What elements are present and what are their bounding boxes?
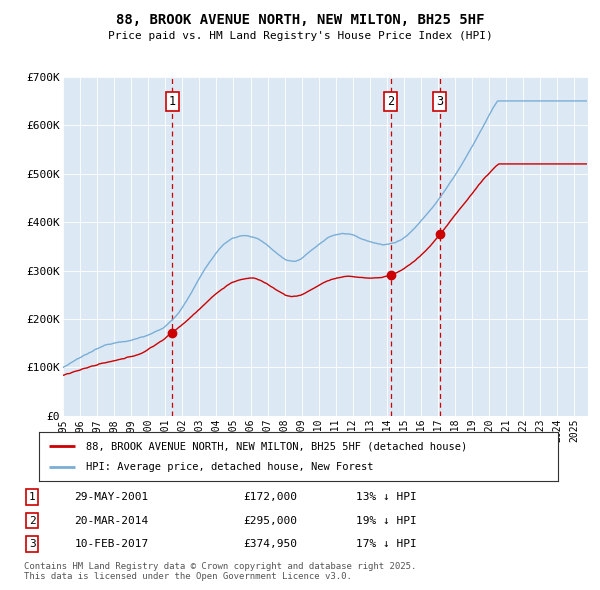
Text: 1: 1 xyxy=(169,96,176,109)
Text: 3: 3 xyxy=(29,539,35,549)
Text: 1: 1 xyxy=(29,492,35,502)
Text: 10-FEB-2017: 10-FEB-2017 xyxy=(74,539,149,549)
Text: 3: 3 xyxy=(436,96,443,109)
Text: £295,000: £295,000 xyxy=(244,516,298,526)
Text: 19% ↓ HPI: 19% ↓ HPI xyxy=(356,516,417,526)
Text: 29-MAY-2001: 29-MAY-2001 xyxy=(74,492,149,502)
Text: 2: 2 xyxy=(29,516,35,526)
Text: Price paid vs. HM Land Registry's House Price Index (HPI): Price paid vs. HM Land Registry's House … xyxy=(107,31,493,41)
Text: 88, BROOK AVENUE NORTH, NEW MILTON, BH25 5HF (detached house): 88, BROOK AVENUE NORTH, NEW MILTON, BH25… xyxy=(86,441,467,451)
Text: 17% ↓ HPI: 17% ↓ HPI xyxy=(356,539,417,549)
Text: Contains HM Land Registry data © Crown copyright and database right 2025.
This d: Contains HM Land Registry data © Crown c… xyxy=(24,562,416,581)
Text: 88, BROOK AVENUE NORTH, NEW MILTON, BH25 5HF: 88, BROOK AVENUE NORTH, NEW MILTON, BH25… xyxy=(116,13,484,27)
Text: £374,950: £374,950 xyxy=(244,539,298,549)
Text: 13% ↓ HPI: 13% ↓ HPI xyxy=(356,492,417,502)
Text: £172,000: £172,000 xyxy=(244,492,298,502)
Text: 2: 2 xyxy=(387,96,394,109)
Text: HPI: Average price, detached house, New Forest: HPI: Average price, detached house, New … xyxy=(86,463,373,473)
Text: 20-MAR-2014: 20-MAR-2014 xyxy=(74,516,149,526)
